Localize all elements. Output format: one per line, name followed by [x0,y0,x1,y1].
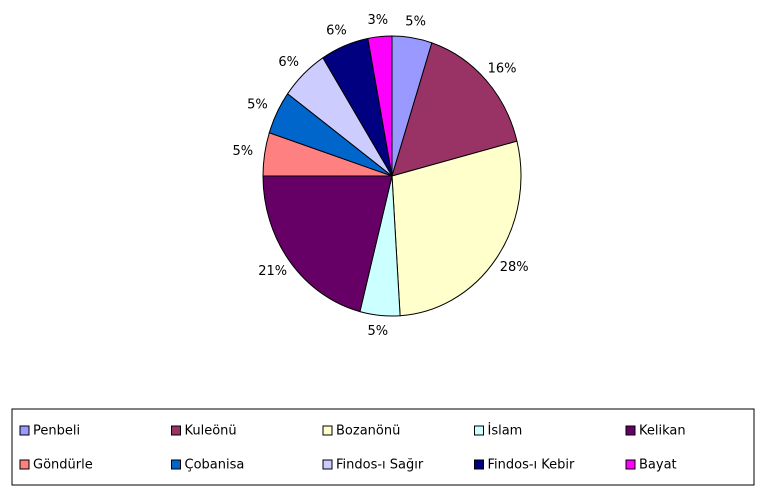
data-label: 16% [488,62,517,77]
legend-label: Penbeli [33,424,80,439]
legend-label: Kelikan [639,424,686,439]
legend-swatch [19,459,30,470]
data-label: 6% [278,55,299,70]
data-label: 5% [367,324,388,339]
data-label: 5% [247,98,268,113]
legend-label: Findos-ı Kebir [488,458,576,473]
legend-swatch [322,425,333,436]
legend-label: Çobanisa [185,458,245,473]
legend-box [11,408,755,486]
legend-swatch [625,459,636,470]
legend-label: Bayat [639,458,677,473]
legend-swatch [19,425,30,436]
legend-label: Bozanönü [336,424,400,439]
legend-label: İslam [488,423,523,439]
data-label: 3% [367,13,388,28]
legend-swatch [322,459,333,470]
data-label: 6% [326,23,347,38]
data-label: 5% [405,14,426,29]
legend-swatch [474,425,484,436]
pie-slice [262,175,393,313]
pie-slice [367,35,393,177]
pie-slice [391,42,518,177]
legend-swatch [625,425,636,436]
data-label: 21% [258,264,287,279]
legend-swatch [171,425,181,436]
legend-label: Findos-ı Sağır [336,458,424,473]
legend-label: Kuleönü [185,424,237,439]
data-label: 5% [233,144,254,159]
legend-label: Göndürle [33,458,93,473]
pie-slice [391,140,522,317]
legend-swatch [171,459,181,470]
legend-swatch [474,459,484,470]
legend: Penbeli Kuleönü Bozanönü İslam Kelikan Göndür… [19,423,686,473]
data-label: 28% [500,260,529,275]
